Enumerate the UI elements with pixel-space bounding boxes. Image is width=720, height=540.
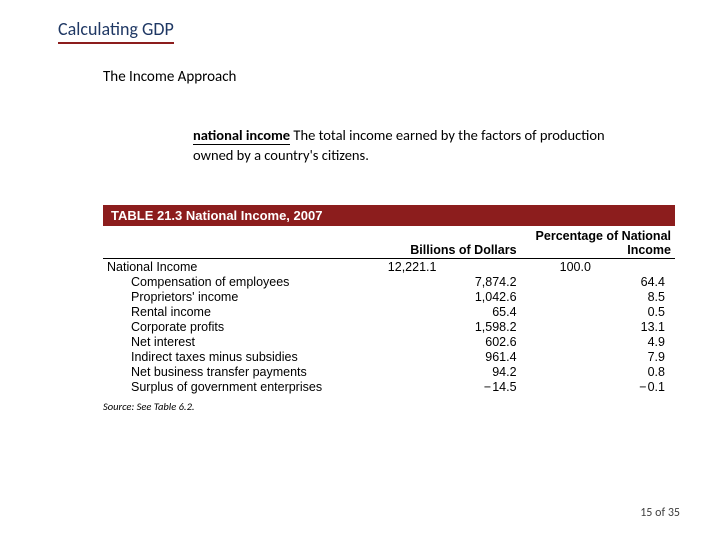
row-label: Indirect taxes minus subsidies: [107, 350, 298, 364]
table-row: Proprietors' income 1,042.6 8.5: [103, 289, 675, 304]
section-subtitle: The Income Approach: [103, 68, 672, 86]
row-percent: 64.4: [595, 274, 675, 289]
row-billions: 961.4: [440, 349, 520, 364]
table-caption: TABLE 21.3 National Income, 2007: [103, 205, 675, 226]
table-row: Corporate profits 1,598.2 13.1: [103, 319, 675, 334]
row-billions: 94.2: [440, 364, 520, 379]
row-billions: 602.6: [440, 334, 520, 349]
table-body: National Income 12,221.1 100.0 Compensat…: [103, 259, 675, 395]
col-header-billions: Billions of Dollars: [366, 226, 520, 259]
page-number: 15 of 35: [640, 506, 680, 520]
table-row-total: National Income 12,221.1 100.0: [103, 259, 675, 275]
row-percent-sub: [595, 259, 675, 275]
row-billions: − 14.5: [440, 379, 520, 394]
source-label: Source:: [103, 400, 134, 413]
row-billions: 1,042.6: [440, 289, 520, 304]
col-header-percent: Percentage of National Income: [521, 226, 675, 259]
table-row: Surplus of government enterprises − 14.5…: [103, 379, 675, 394]
row-percent: 13.1: [595, 319, 675, 334]
row-billions: 65.4: [440, 304, 520, 319]
row-percent-total: 100.0: [521, 259, 595, 275]
row-percent: − 0.1: [595, 379, 675, 394]
table-row: Compensation of employees 7,874.2 64.4: [103, 274, 675, 289]
table-row: Net business transfer payments 94.2 0.8: [103, 364, 675, 379]
row-percent: 8.5: [595, 289, 675, 304]
table-row: Indirect taxes minus subsidies 961.4 7.9: [103, 349, 675, 364]
slide-title: Calculating GDP: [58, 18, 174, 44]
col-header-blank: [103, 226, 366, 259]
table-row: Net interest 602.6 4.9: [103, 334, 675, 349]
source-text: See Table 6.2.: [137, 400, 195, 413]
row-label: Rental income: [107, 305, 211, 319]
definition-term: national income: [193, 126, 290, 145]
row-percent: 7.9: [595, 349, 675, 364]
row-billions: 1,598.2: [440, 319, 520, 334]
definition-block: national income The total income earned …: [193, 126, 613, 165]
row-label: Proprietors' income: [107, 290, 238, 304]
row-percent: 0.8: [595, 364, 675, 379]
data-table: Billions of Dollars Percentage of Nation…: [103, 226, 675, 394]
page-current: 15: [640, 506, 652, 520]
row-label: Net business transfer payments: [107, 365, 307, 379]
slide: Calculating GDP The Income Approach nati…: [0, 0, 720, 540]
row-label: Corporate profits: [107, 320, 224, 334]
row-label: National Income: [103, 259, 366, 275]
row-label: Net interest: [107, 335, 195, 349]
page-of: of: [655, 506, 665, 520]
row-label: Compensation of employees: [107, 275, 289, 289]
table-row: Rental income 65.4 0.5: [103, 304, 675, 319]
table-source: Source: See Table 6.2.: [103, 400, 672, 413]
row-billions-total: 12,221.1: [366, 259, 440, 275]
income-table: TABLE 21.3 National Income, 2007 Billion…: [103, 205, 675, 394]
row-percent: 0.5: [595, 304, 675, 319]
row-percent: 4.9: [595, 334, 675, 349]
row-billions-sub: [440, 259, 520, 275]
row-billions: 7,874.2: [440, 274, 520, 289]
page-total: 35: [668, 506, 680, 520]
row-label: Surplus of government enterprises: [107, 380, 322, 394]
